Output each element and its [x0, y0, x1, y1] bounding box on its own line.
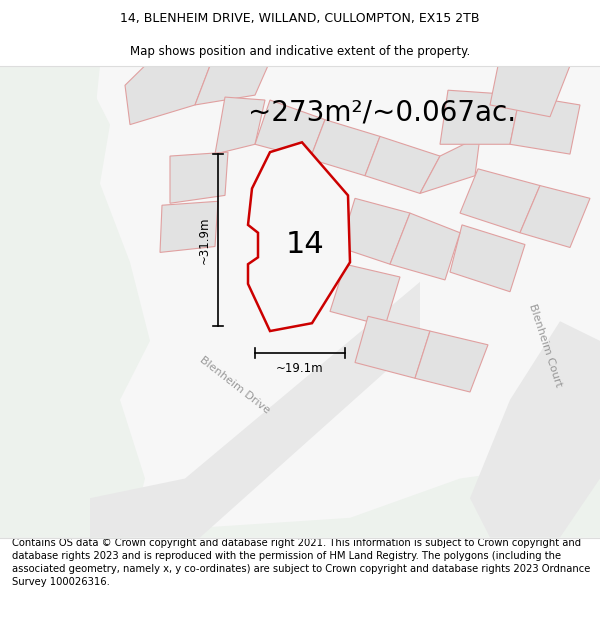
Polygon shape	[255, 100, 325, 159]
Polygon shape	[0, 459, 600, 538]
Polygon shape	[415, 331, 488, 392]
Text: 14: 14	[286, 230, 325, 259]
Polygon shape	[355, 316, 430, 378]
Polygon shape	[215, 97, 265, 154]
Polygon shape	[310, 120, 380, 176]
Polygon shape	[440, 90, 520, 144]
Polygon shape	[340, 198, 410, 264]
Polygon shape	[520, 186, 590, 248]
Polygon shape	[390, 213, 460, 280]
Polygon shape	[460, 169, 540, 232]
Polygon shape	[365, 136, 440, 193]
Text: ~19.1m: ~19.1m	[276, 362, 324, 375]
Polygon shape	[0, 66, 600, 538]
Polygon shape	[170, 152, 228, 203]
Text: ~273m²/~0.067ac.: ~273m²/~0.067ac.	[248, 99, 516, 127]
Text: ~31.9m: ~31.9m	[197, 216, 211, 264]
Polygon shape	[510, 95, 580, 154]
Polygon shape	[450, 225, 525, 292]
Polygon shape	[0, 66, 100, 380]
Polygon shape	[195, 66, 268, 105]
Text: Map shows position and indicative extent of the property.: Map shows position and indicative extent…	[130, 45, 470, 58]
Polygon shape	[330, 264, 400, 326]
Polygon shape	[490, 66, 570, 117]
Polygon shape	[0, 66, 130, 538]
Polygon shape	[160, 201, 218, 252]
Polygon shape	[90, 282, 420, 538]
Text: 14, BLENHEIM DRIVE, WILLAND, CULLOMPTON, EX15 2TB: 14, BLENHEIM DRIVE, WILLAND, CULLOMPTON,…	[120, 12, 480, 25]
Polygon shape	[125, 66, 210, 124]
Polygon shape	[0, 66, 150, 538]
Text: Blenheim Court: Blenheim Court	[527, 303, 563, 389]
Text: Contains OS data © Crown copyright and database right 2021. This information is : Contains OS data © Crown copyright and d…	[12, 538, 590, 587]
Text: Blenheim Drive: Blenheim Drive	[198, 355, 272, 416]
Polygon shape	[420, 136, 480, 193]
Polygon shape	[470, 321, 600, 538]
Polygon shape	[248, 142, 350, 331]
